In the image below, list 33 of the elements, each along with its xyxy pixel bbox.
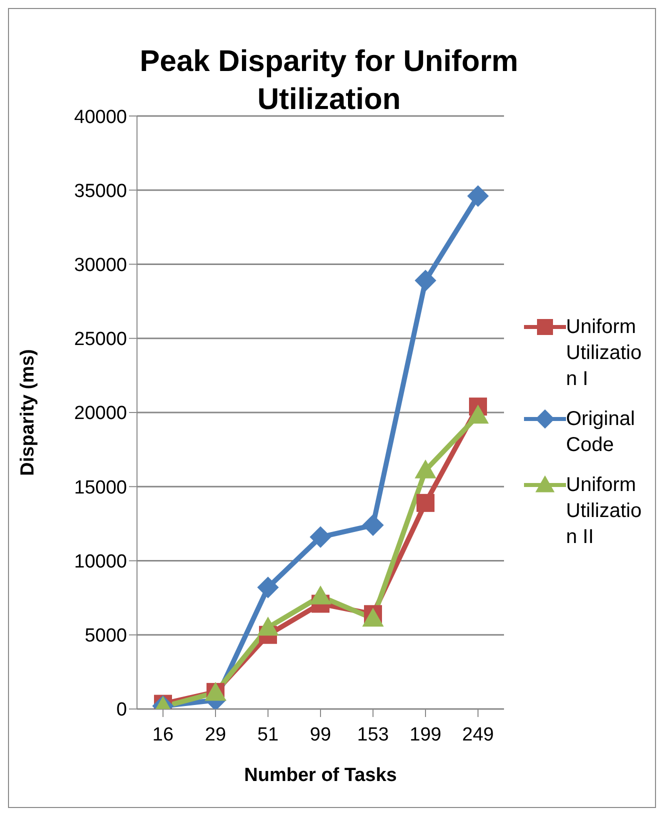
y-tick-label: 15000 (74, 477, 127, 498)
x-tick-label: 249 (462, 724, 494, 746)
point (362, 514, 384, 536)
y-tick-label: 25000 (74, 329, 127, 350)
x-tick-label: 16 (152, 724, 174, 746)
y-tick-label: 10000 (74, 551, 127, 572)
x-axis-title: Number of Tasks (244, 765, 397, 786)
legend-label: Original Code (566, 407, 636, 458)
y-tick-label: 0 (116, 700, 127, 721)
x-tick-label: 29 (204, 724, 226, 746)
y-tick-label: 40000 (74, 106, 127, 128)
x-tick-label: 99 (310, 724, 332, 746)
legend-label: Uniform Utilization I (566, 315, 642, 392)
point (257, 576, 279, 598)
point (310, 526, 332, 548)
point (467, 185, 489, 207)
point (416, 494, 434, 512)
y-tick-label: 30000 (74, 254, 127, 276)
y-tick-label: 5000 (84, 626, 127, 647)
y-tick-label: 20000 (74, 403, 127, 424)
x-tick-label: 153 (357, 724, 389, 746)
point (467, 404, 489, 424)
point (257, 616, 279, 636)
legend-label: Uniform Utilization II (566, 473, 642, 550)
y-axis-title: Disparity (ms) (18, 349, 39, 476)
point (414, 460, 436, 478)
point (362, 608, 384, 627)
x-tick-label: 199 (410, 724, 442, 746)
point (414, 270, 436, 292)
y-tick-label: 35000 (74, 180, 127, 202)
x-tick-label: 51 (257, 724, 279, 746)
point (310, 586, 332, 604)
chart-title: Peak Disparity for Uniform Utilization (138, 44, 520, 118)
